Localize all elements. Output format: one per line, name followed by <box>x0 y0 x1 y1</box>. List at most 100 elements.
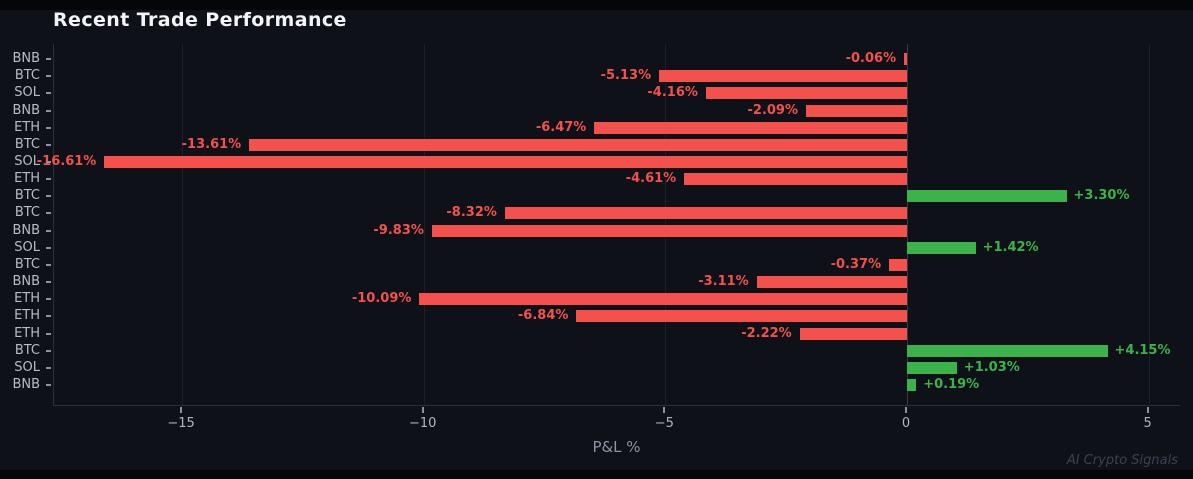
y-tick-mark <box>46 298 51 301</box>
bar-value-label: -16.61% <box>36 154 97 169</box>
bar-value-label: +0.19% <box>923 377 980 392</box>
bar-value-label: -6.47% <box>535 119 587 135</box>
x-tick-label: −10 <box>408 416 437 431</box>
y-tick-mark <box>46 315 51 318</box>
gridline <box>182 44 184 405</box>
y-tick-label: BNB <box>12 377 40 392</box>
gridline <box>423 44 425 405</box>
y-tick-label: BNB <box>12 222 40 238</box>
bar-value-label: -0.37% <box>830 256 882 272</box>
bar-value-label: -8.32% <box>446 205 497 221</box>
bar <box>705 87 907 100</box>
y-tick-label: BTC <box>14 136 40 152</box>
plot-area: -0.06% -5.13% -4.16% -2.09% -6.47% -13.61% -16… <box>37 44 1180 406</box>
bar <box>684 173 907 186</box>
bar-value-label: -10.09% <box>351 291 412 307</box>
bar <box>904 53 907 65</box>
y-tick-label: BTC <box>14 188 40 204</box>
y-tick-label: ETH <box>14 291 40 307</box>
y-tick-mark <box>46 212 51 215</box>
bar <box>799 327 907 340</box>
y-tick-label: BTC <box>14 68 40 84</box>
bar <box>756 276 907 289</box>
bar-value-label: -6.84% <box>517 308 569 324</box>
y-tick-mark <box>46 332 51 335</box>
watermark: AI Crypto Signals <box>1066 453 1178 468</box>
y-tick-mark <box>46 195 51 198</box>
bar <box>104 156 907 168</box>
y-tick-label: BNB <box>12 274 40 290</box>
x-tick-mark <box>180 407 183 413</box>
gridline <box>665 44 667 405</box>
y-tick-mark <box>46 349 51 352</box>
y-tick-label: BNB <box>12 102 40 118</box>
bar <box>907 344 1108 357</box>
bar <box>431 224 907 237</box>
bar <box>419 293 907 306</box>
x-tick-label: 0 <box>901 416 911 431</box>
y-tick-label: BNB <box>12 51 40 66</box>
y-tick-mark <box>46 161 51 163</box>
y-tick-mark <box>46 246 51 249</box>
y-tick-mark <box>46 143 51 146</box>
y-axis: BNB BTC SOL BNB ETH BTC SOL ETH BTC BTC BNB SOL BTC B… <box>0 44 53 406</box>
x-tick-label: −15 <box>167 416 195 431</box>
y-tick-mark <box>46 281 51 284</box>
bar-value-label: -9.83% <box>373 222 424 238</box>
y-tick-label: ETH <box>14 171 40 187</box>
y-tick-label: BTC <box>14 256 40 272</box>
y-tick-mark <box>46 366 51 369</box>
chart-title: Recent Trade Performance <box>53 9 347 31</box>
y-tick-label: SOL <box>14 154 40 169</box>
y-tick-label: SOL <box>14 239 40 255</box>
bar <box>907 361 957 374</box>
x-tick-mark <box>905 407 907 413</box>
bar <box>907 379 917 391</box>
top-letterbox <box>0 0 1193 10</box>
y-tick-mark <box>46 229 51 232</box>
y-tick-mark <box>46 58 51 60</box>
y-tick-label: BTC <box>14 205 40 221</box>
x-tick-label: −5 <box>654 416 674 431</box>
y-tick-label: SOL <box>14 85 40 101</box>
x-axis: −15 −10 −5 0 5 <box>53 407 1180 437</box>
y-tick-mark <box>46 92 51 95</box>
y-tick-mark <box>46 75 51 78</box>
bar-value-label: -2.09% <box>747 102 799 118</box>
zero-gridline <box>907 44 908 405</box>
bottom-letterbox <box>0 470 1193 479</box>
gridline <box>1148 44 1150 405</box>
bar-value-label: +1.03% <box>963 359 1020 375</box>
bar <box>576 310 907 323</box>
bar <box>806 104 907 117</box>
y-tick-label: ETH <box>14 119 40 135</box>
y-tick-label: SOL <box>14 359 40 375</box>
y-tick-label: ETH <box>14 308 40 324</box>
bar <box>659 70 907 83</box>
y-tick-mark <box>46 263 51 266</box>
bar-value-label: +1.42% <box>982 239 1039 255</box>
bar-value-label: +4.15% <box>1114 342 1171 358</box>
bar <box>249 138 907 151</box>
x-tick-mark <box>663 407 666 413</box>
bar-value-label: -2.22% <box>741 325 792 341</box>
x-tick-mark <box>1146 407 1149 413</box>
bar-value-label: -0.06% <box>845 51 897 66</box>
y-tick-mark <box>46 178 51 181</box>
bar-value-label: -4.16% <box>647 85 698 101</box>
bar <box>907 241 976 254</box>
bar-value-label: -3.11% <box>698 274 749 290</box>
x-axis-title: P&L % <box>592 438 641 456</box>
bar-value-label: -13.61% <box>181 136 242 152</box>
bar-value-label: -5.13% <box>600 68 652 84</box>
y-tick-mark <box>46 384 51 386</box>
bar-value-label: +3.30% <box>1073 188 1130 204</box>
bar <box>889 258 907 271</box>
bar <box>504 207 907 220</box>
bar <box>907 190 1067 203</box>
y-tick-mark <box>46 126 51 129</box>
y-tick-label: BTC <box>14 342 40 358</box>
x-tick-label: 5 <box>1143 416 1152 431</box>
y-tick-label: ETH <box>14 325 40 341</box>
